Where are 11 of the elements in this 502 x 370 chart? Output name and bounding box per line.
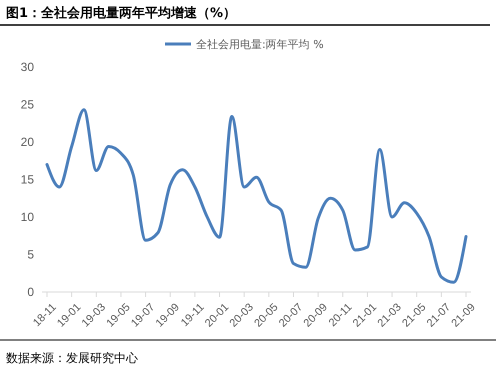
chart-title: 图1：全社会用电量两年平均增速（%） <box>6 5 236 21</box>
y-tick-label: 0 <box>27 284 34 299</box>
y-tick-label: 10 <box>20 210 34 224</box>
y-tick-label: 30 <box>20 60 34 74</box>
y-tick-label: 20 <box>20 134 34 149</box>
source-note: 数据来源：发展研究中心 <box>6 351 138 365</box>
y-tick-label: 5 <box>27 247 34 262</box>
line-series <box>46 108 468 284</box>
y-tick-label: 25 <box>20 97 34 112</box>
legend-label: 全社会用电量:两年平均 % <box>196 38 324 51</box>
y-tick-label: 15 <box>20 172 34 186</box>
